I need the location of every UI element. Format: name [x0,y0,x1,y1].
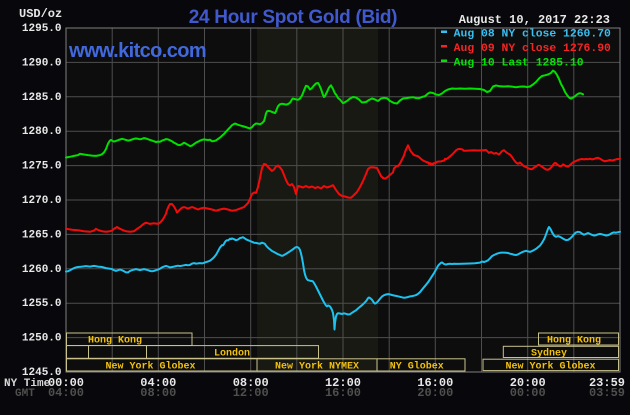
svg-text:04:00: 04:00 [140,376,176,390]
svg-text:12:00: 12:00 [325,376,361,390]
svg-text:NY Globex: NY Globex [390,360,444,372]
svg-text:1285.0: 1285.0 [22,92,62,104]
svg-text:1250.0: 1250.0 [22,333,62,345]
svg-text:NY Time: NY Time [4,378,51,390]
svg-text:GMT: GMT [15,388,35,400]
svg-text:04:00: 04:00 [48,386,84,400]
svg-text:Sydney: Sydney [531,347,567,359]
svg-text:Aug 09 NY close 1276.90: Aug 09 NY close 1276.90 [440,43,611,55]
svg-text:12:00: 12:00 [233,386,269,400]
svg-text:1280.0: 1280.0 [22,126,62,138]
svg-text:1270.0: 1270.0 [22,195,62,207]
svg-text:23:59: 23:59 [589,376,625,390]
svg-text:Hong Kong: Hong Kong [88,336,142,347]
svg-text:Hong Kong: Hong Kong [547,336,601,347]
svg-text:August 10, 2017 22:23: August 10, 2017 22:23 [459,13,610,27]
svg-text:USD/oz: USD/oz [19,7,62,21]
svg-text:1275.0: 1275.0 [22,161,62,173]
svg-text:New York NYMEX: New York NYMEX [275,360,359,372]
svg-text:00:00: 00:00 [48,376,84,390]
svg-text:20:00: 20:00 [417,386,453,400]
svg-text:08:00: 08:00 [233,376,269,390]
svg-text:www.kitco.com: www.kitco.com [68,40,206,62]
svg-text:20:00: 20:00 [510,376,546,390]
svg-text:16:00: 16:00 [417,376,453,390]
svg-text:New York Globex: New York Globex [505,360,595,372]
svg-text:New York Globex: New York Globex [105,360,195,372]
svg-text:Aug 10 Last 1285.10: Aug 10 Last 1285.10 [440,58,584,70]
svg-text:1255.0: 1255.0 [22,298,62,310]
svg-text:16:00: 16:00 [325,386,361,400]
svg-text:08:00: 08:00 [140,386,176,400]
svg-text:Aug 08 NY close 1260.70: Aug 08 NY close 1260.70 [440,29,611,41]
svg-text:00:00: 00:00 [510,386,546,400]
svg-text:1295.0: 1295.0 [22,23,62,35]
svg-text:03:59: 03:59 [589,386,625,400]
svg-text:1260.0: 1260.0 [22,264,62,276]
svg-text:1245.0: 1245.0 [22,367,62,379]
svg-text:1290.0: 1290.0 [22,57,62,69]
svg-text:1265.0: 1265.0 [22,229,62,241]
svg-text:London: London [214,347,250,359]
svg-text:24 Hour Spot Gold (Bid): 24 Hour Spot Gold (Bid) [189,7,397,28]
